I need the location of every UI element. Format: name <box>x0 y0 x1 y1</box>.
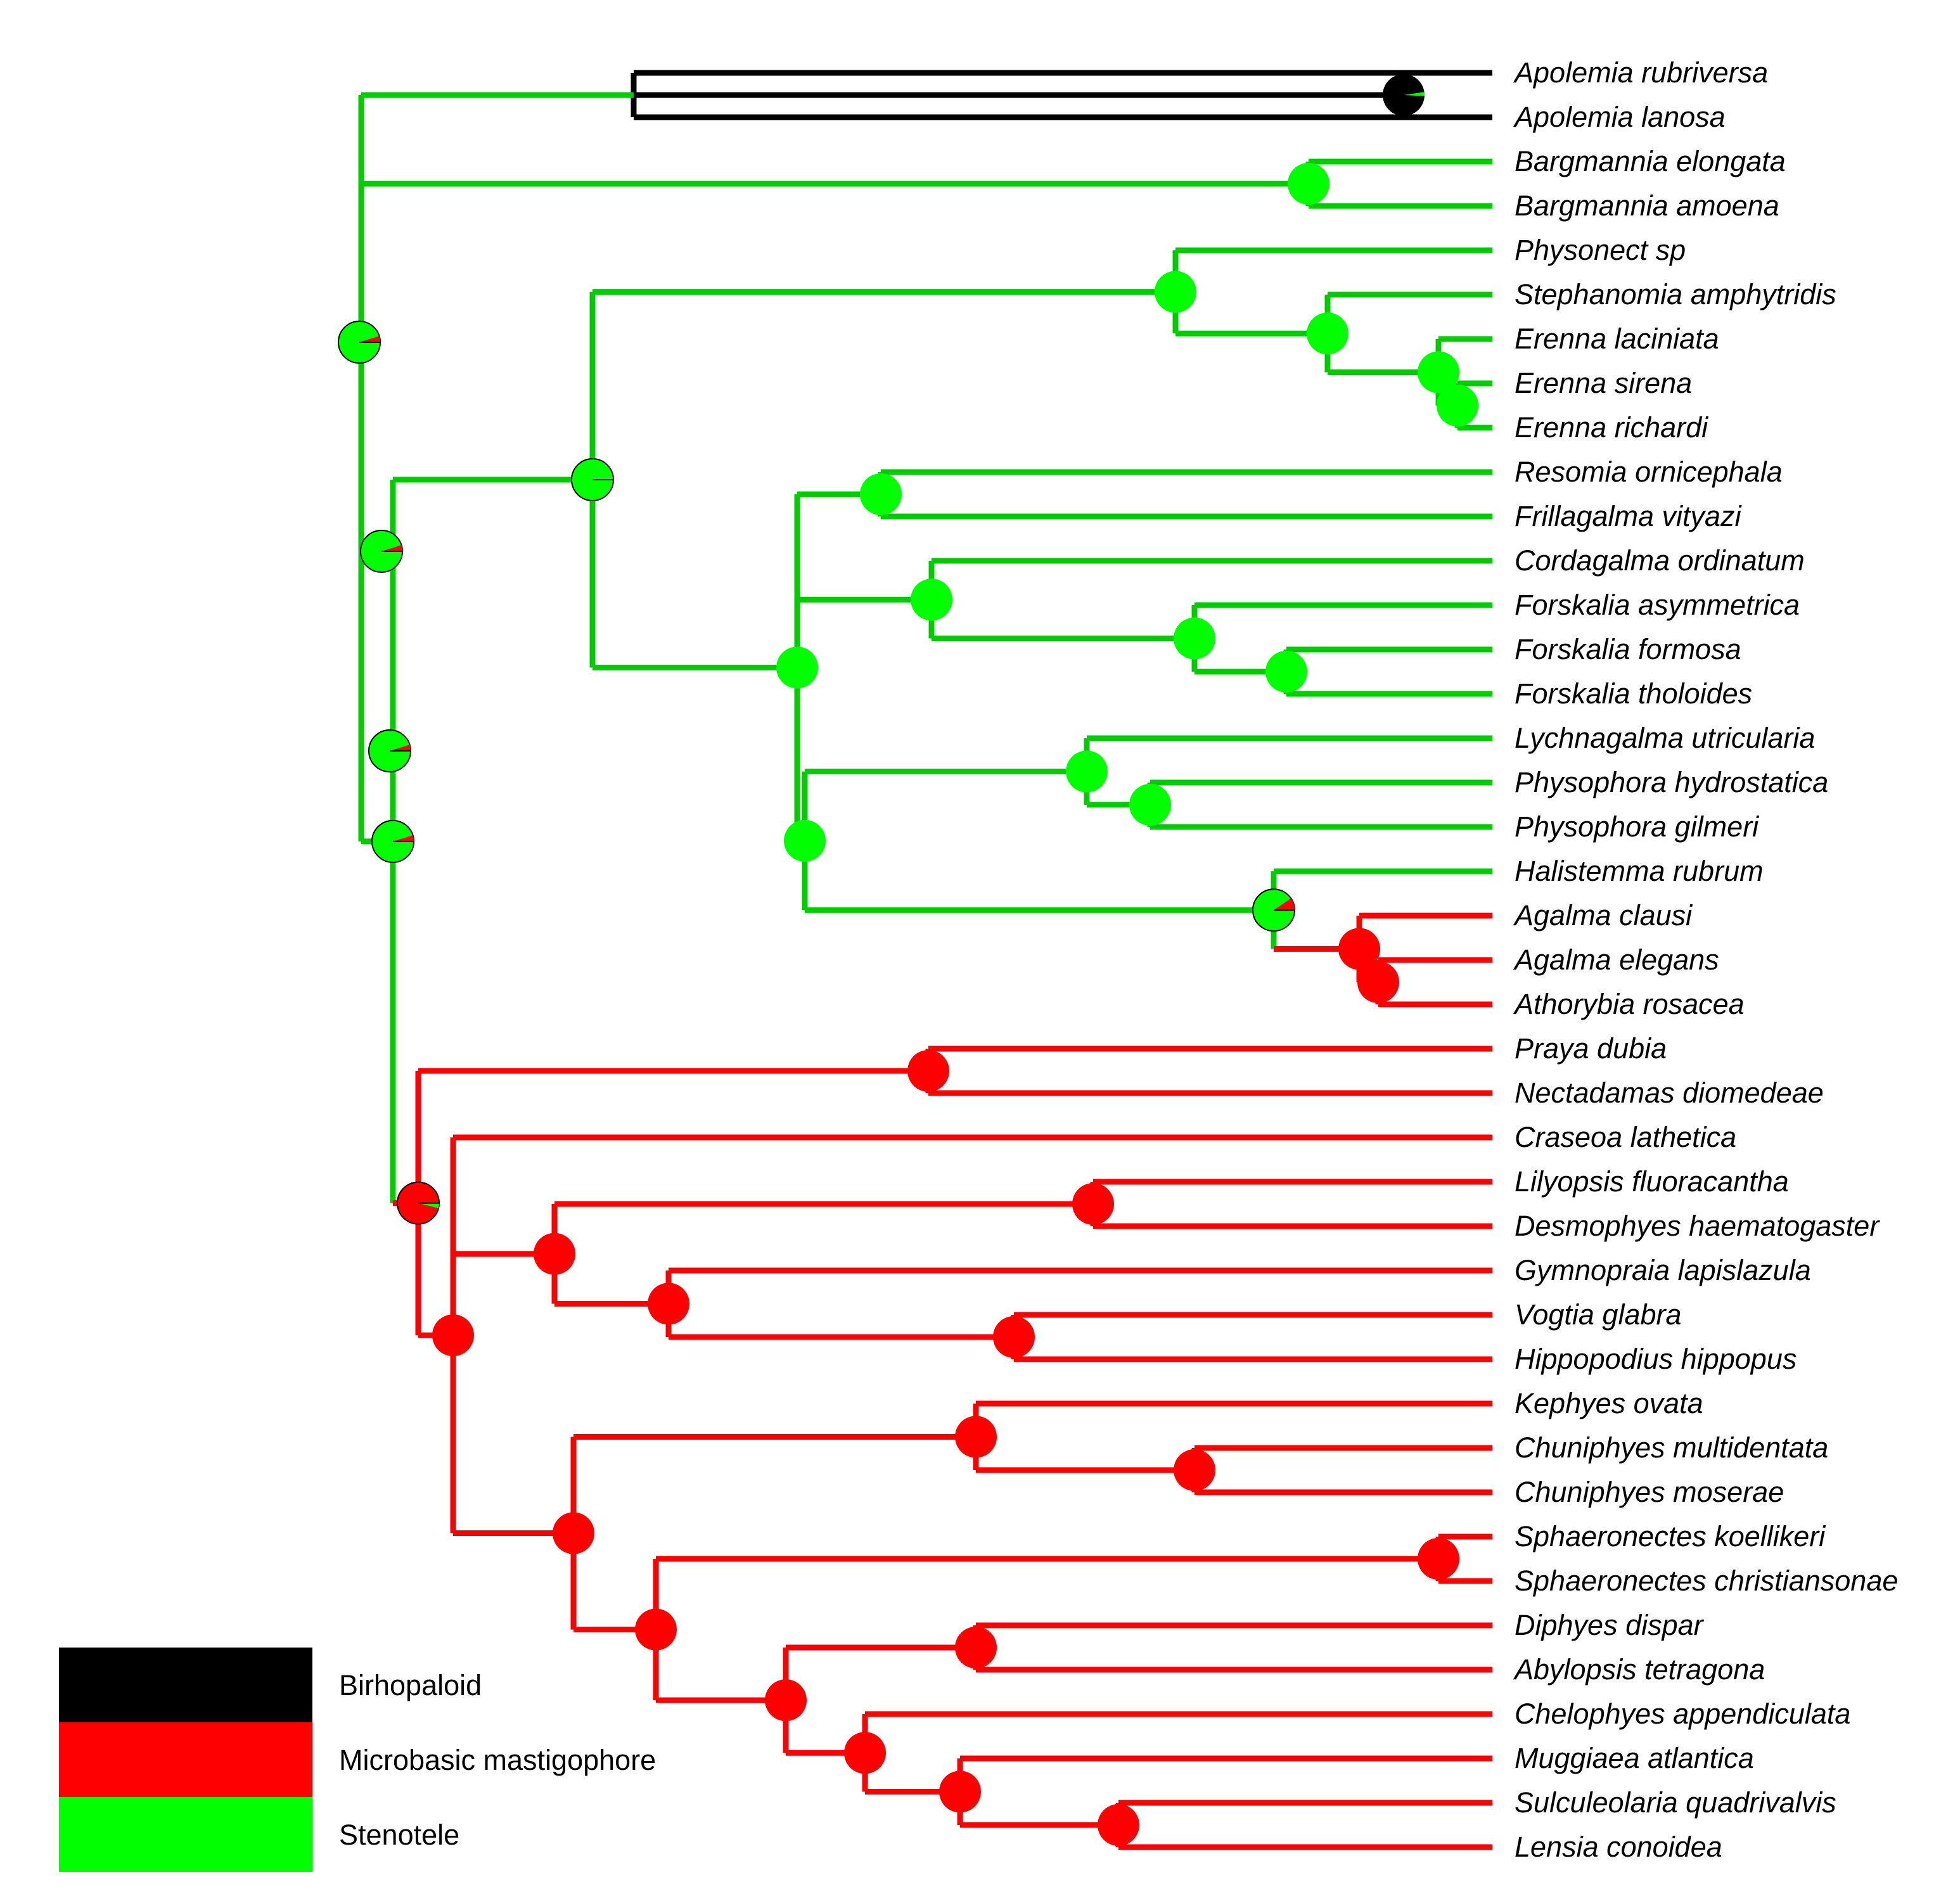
ancestral-state-node <box>1437 385 1478 426</box>
ancestral-state-node <box>765 1679 807 1722</box>
ancestral-state-node <box>1155 271 1196 313</box>
taxon-label: Resomia ornicephala <box>1515 456 1783 488</box>
taxon-label: Sulculeolaria quadrivalvis <box>1515 1786 1836 1819</box>
ancestral-state-node <box>1338 928 1380 970</box>
taxon-label: Chuniphyes multidentata <box>1515 1431 1828 1464</box>
taxon-label: Physonect sp <box>1515 234 1686 266</box>
ancestral-state-nodes <box>338 74 1478 1846</box>
taxon-label: Vogtia glabra <box>1515 1298 1682 1331</box>
ancestral-state-node <box>635 1608 677 1651</box>
ancestral-state-node <box>844 1732 886 1774</box>
ancestral-state-node <box>553 1512 594 1554</box>
taxon-label: Apolemia lanosa <box>1513 101 1726 133</box>
node-pie-slice <box>390 745 411 751</box>
taxon-label: Erenna laciniata <box>1515 323 1719 355</box>
ancestral-state-node <box>1288 163 1329 205</box>
taxon-label: Halistemma rubrum <box>1515 855 1764 887</box>
node-pie-slice <box>381 545 402 551</box>
ancestral-state-node <box>911 579 952 621</box>
ancestral-state-node <box>534 1232 575 1275</box>
ancestral-state-node <box>784 819 826 862</box>
taxon-label: Diphyes dispar <box>1515 1609 1705 1641</box>
ancestral-state-node <box>1418 351 1459 394</box>
ancestral-state-node <box>1357 961 1399 1003</box>
node-pie-slice <box>359 336 380 342</box>
ancestral-state-node <box>993 1316 1035 1358</box>
taxon-label: Forskalia asymmetrica <box>1515 589 1800 621</box>
taxon-label: Cordagalma ordinatum <box>1515 544 1805 577</box>
legend-label: Microbasic mastigophore <box>339 1744 656 1776</box>
taxon-label: Chuniphyes moserae <box>1515 1476 1784 1508</box>
ancestral-state-node <box>860 473 902 515</box>
legend-swatch <box>59 1797 312 1872</box>
node-pie-slice <box>1274 898 1295 911</box>
taxon-label: Athorybia rosacea <box>1513 988 1745 1020</box>
taxon-label: Bargmannia elongata <box>1515 145 1786 177</box>
taxon-label: Muggiaea atlantica <box>1515 1742 1754 1774</box>
ancestral-state-node <box>648 1283 689 1325</box>
legend-swatch <box>59 1722 312 1797</box>
ancestral-state-node <box>907 1050 949 1092</box>
legend-swatch <box>59 1648 312 1722</box>
ancestral-state-node <box>1174 617 1215 660</box>
taxon-label: Lychnagalma utricularia <box>1515 722 1815 754</box>
taxon-label: Agalma clausi <box>1513 899 1693 931</box>
taxon-label: Gymnopraia lapislazula <box>1515 1254 1811 1286</box>
ancestral-state-node <box>1174 1449 1215 1491</box>
ancestral-state-node <box>955 1627 997 1668</box>
taxon-label: Kephyes ovata <box>1515 1387 1703 1419</box>
taxon-label: Craseoa lathetica <box>1515 1121 1736 1153</box>
taxon-label: Lilyopsis fluoracantha <box>1515 1165 1789 1198</box>
taxon-labels: Apolemia rubriversa Apolemia lanosa Bargma… <box>1513 56 1898 1863</box>
taxon-label: Agalma elegans <box>1513 944 1719 976</box>
taxon-label: Physophora gilmeri <box>1515 810 1760 843</box>
taxon-label: Nectadamas diomedeae <box>1515 1077 1824 1109</box>
ancestral-state-node <box>955 1416 997 1458</box>
taxon-label: Praya dubia <box>1515 1032 1667 1065</box>
node-pie-slice <box>1404 92 1425 96</box>
taxon-label: Sphaeronectes christiansonae <box>1515 1565 1898 1597</box>
taxon-label: Desmophyes haematogaster <box>1515 1210 1880 1242</box>
ancestral-state-node <box>432 1314 474 1357</box>
ancestral-state-node <box>1129 784 1171 826</box>
taxon-label: Physophora hydrostatica <box>1515 766 1828 798</box>
ancestral-state-node <box>1418 1538 1459 1580</box>
ancestral-state-node <box>1307 312 1348 355</box>
legend-label: Stenotele <box>339 1819 459 1851</box>
taxon-label: Frillagalma vityazi <box>1515 500 1743 532</box>
taxon-label: Hippopodius hippopus <box>1515 1343 1797 1375</box>
legend-label: Birhopaloid <box>339 1669 482 1701</box>
taxon-label: Lensia conoidea <box>1515 1831 1722 1863</box>
taxon-label: Chelophyes appendiculata <box>1515 1698 1850 1730</box>
ancestral-state-node <box>1066 750 1108 793</box>
taxon-label: Apolemia rubriversa <box>1513 56 1768 89</box>
taxon-label: Erenna sirena <box>1515 367 1692 399</box>
ancestral-state-node <box>1072 1183 1114 1225</box>
taxon-label: Forskalia formosa <box>1515 633 1741 665</box>
taxon-label: Stephanomia amphytridis <box>1515 278 1836 310</box>
taxon-label: Erenna richardi <box>1515 411 1709 444</box>
legend: Birhopaloid Microbasic mastigophore Stenot… <box>59 1648 656 1872</box>
ancestral-state-node <box>776 646 818 689</box>
node-pie-slice <box>418 1203 439 1208</box>
node-pie-slice <box>393 835 414 842</box>
taxon-label: Forskalia tholoides <box>1515 677 1752 710</box>
ancestral-state-node <box>939 1770 981 1813</box>
taxon-label: Abylopsis tetragona <box>1513 1653 1765 1686</box>
taxon-label: Bargmannia amoena <box>1515 189 1779 222</box>
ancestral-state-node <box>1098 1804 1139 1846</box>
taxon-label: Sphaeronectes koellikeri <box>1515 1520 1826 1552</box>
ancestral-state-node <box>1265 651 1307 693</box>
